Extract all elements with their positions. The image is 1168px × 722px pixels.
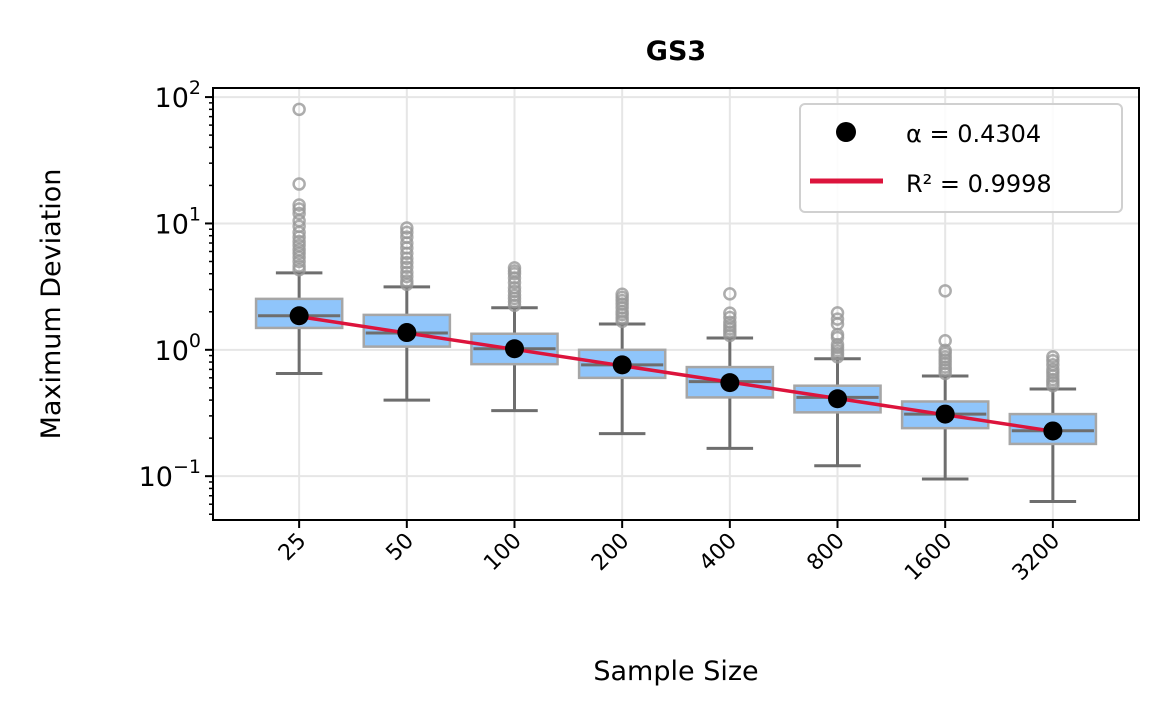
outlier-point xyxy=(830,312,845,326)
x-tick-label: 400 xyxy=(695,529,742,576)
outlier-point xyxy=(1046,358,1060,372)
mean-point-100 xyxy=(504,339,524,359)
outlier-point xyxy=(1046,362,1060,377)
x-tick-label: 100 xyxy=(479,529,526,576)
y-axis-label: Maximum Deviation xyxy=(36,169,67,440)
outlier-point xyxy=(507,280,522,295)
outlier-point xyxy=(292,198,306,212)
outlier-point xyxy=(723,310,737,325)
box-group-50 xyxy=(362,221,452,402)
x-tick-label: 200 xyxy=(587,529,634,576)
x-tick-label: 50 xyxy=(382,529,419,566)
plot-frame xyxy=(212,87,1140,521)
boxes xyxy=(254,102,1098,504)
outlier-point xyxy=(938,343,952,358)
x-axis-label: Sample Size xyxy=(593,656,758,687)
outlier-point xyxy=(723,306,737,320)
outlier-point xyxy=(507,261,522,275)
x-tick-label: 800 xyxy=(802,529,849,576)
legend: α = 0.4304 R² = 0.9998 xyxy=(799,103,1123,213)
outlier-point xyxy=(1046,350,1060,364)
fit-line xyxy=(298,314,1054,433)
outlier-point xyxy=(400,260,414,275)
y-tick-label: 100 xyxy=(155,330,201,367)
mean-point-3200 xyxy=(1043,421,1063,441)
outlier-point xyxy=(292,177,306,191)
outlier-point xyxy=(292,259,306,273)
legend-mean-marker xyxy=(836,122,856,142)
legend-mean-label: α = 0.4304 xyxy=(906,120,1041,148)
legend-frame xyxy=(799,103,1123,213)
outlier-point xyxy=(400,225,414,240)
outlier-point xyxy=(292,219,306,234)
y-tick-label: 101 xyxy=(155,203,201,240)
mean-point-50 xyxy=(397,323,417,343)
outlier-point xyxy=(400,269,414,284)
y-tick-exponent: −1 xyxy=(173,456,201,478)
x-tick-label: 1600 xyxy=(900,529,957,586)
outlier-point xyxy=(292,234,306,249)
mean-point-800 xyxy=(828,389,848,409)
outlier-point xyxy=(400,255,414,270)
outlier-point xyxy=(830,306,845,320)
outlier-point xyxy=(292,238,306,253)
mean-point-200 xyxy=(612,355,632,375)
box-group-100 xyxy=(470,261,559,413)
mean-point-1600 xyxy=(935,404,955,424)
outlier-point xyxy=(723,315,737,330)
mean-points xyxy=(289,306,1063,441)
x-tick-label: 25 xyxy=(274,529,311,566)
y-tick-exponent: 2 xyxy=(189,77,201,99)
box-group-800 xyxy=(793,306,882,468)
outlier-point xyxy=(507,288,522,303)
x-axis: 25 50 100 200 400 800 1600 3200 xyxy=(274,520,1065,586)
y-tick-exponent: 1 xyxy=(189,203,201,225)
outlier-point xyxy=(723,287,737,301)
mean-point-25 xyxy=(289,306,309,326)
chart-title: GS3 xyxy=(646,36,706,67)
outlier-point xyxy=(615,287,629,302)
outlier-point xyxy=(400,274,414,288)
box-group-400 xyxy=(685,287,775,450)
outlier-point xyxy=(292,202,306,216)
y-tick-label: 102 xyxy=(155,77,201,114)
x-tick-label: 3200 xyxy=(1008,529,1065,586)
outlier-point xyxy=(938,284,952,298)
outlier-point xyxy=(400,221,414,235)
legend-fit-label: R² = 0.9998 xyxy=(906,170,1052,198)
outlier-point xyxy=(400,230,414,244)
y-tick-label: 10−1 xyxy=(139,456,201,493)
outlier-point xyxy=(292,242,306,257)
mean-point-400 xyxy=(720,373,740,393)
fit-line-segment xyxy=(298,314,1054,433)
outlier-point xyxy=(292,102,306,117)
outlier-point xyxy=(938,333,952,348)
y-tick-exponent: 0 xyxy=(189,330,201,352)
outlier-point xyxy=(292,206,306,221)
